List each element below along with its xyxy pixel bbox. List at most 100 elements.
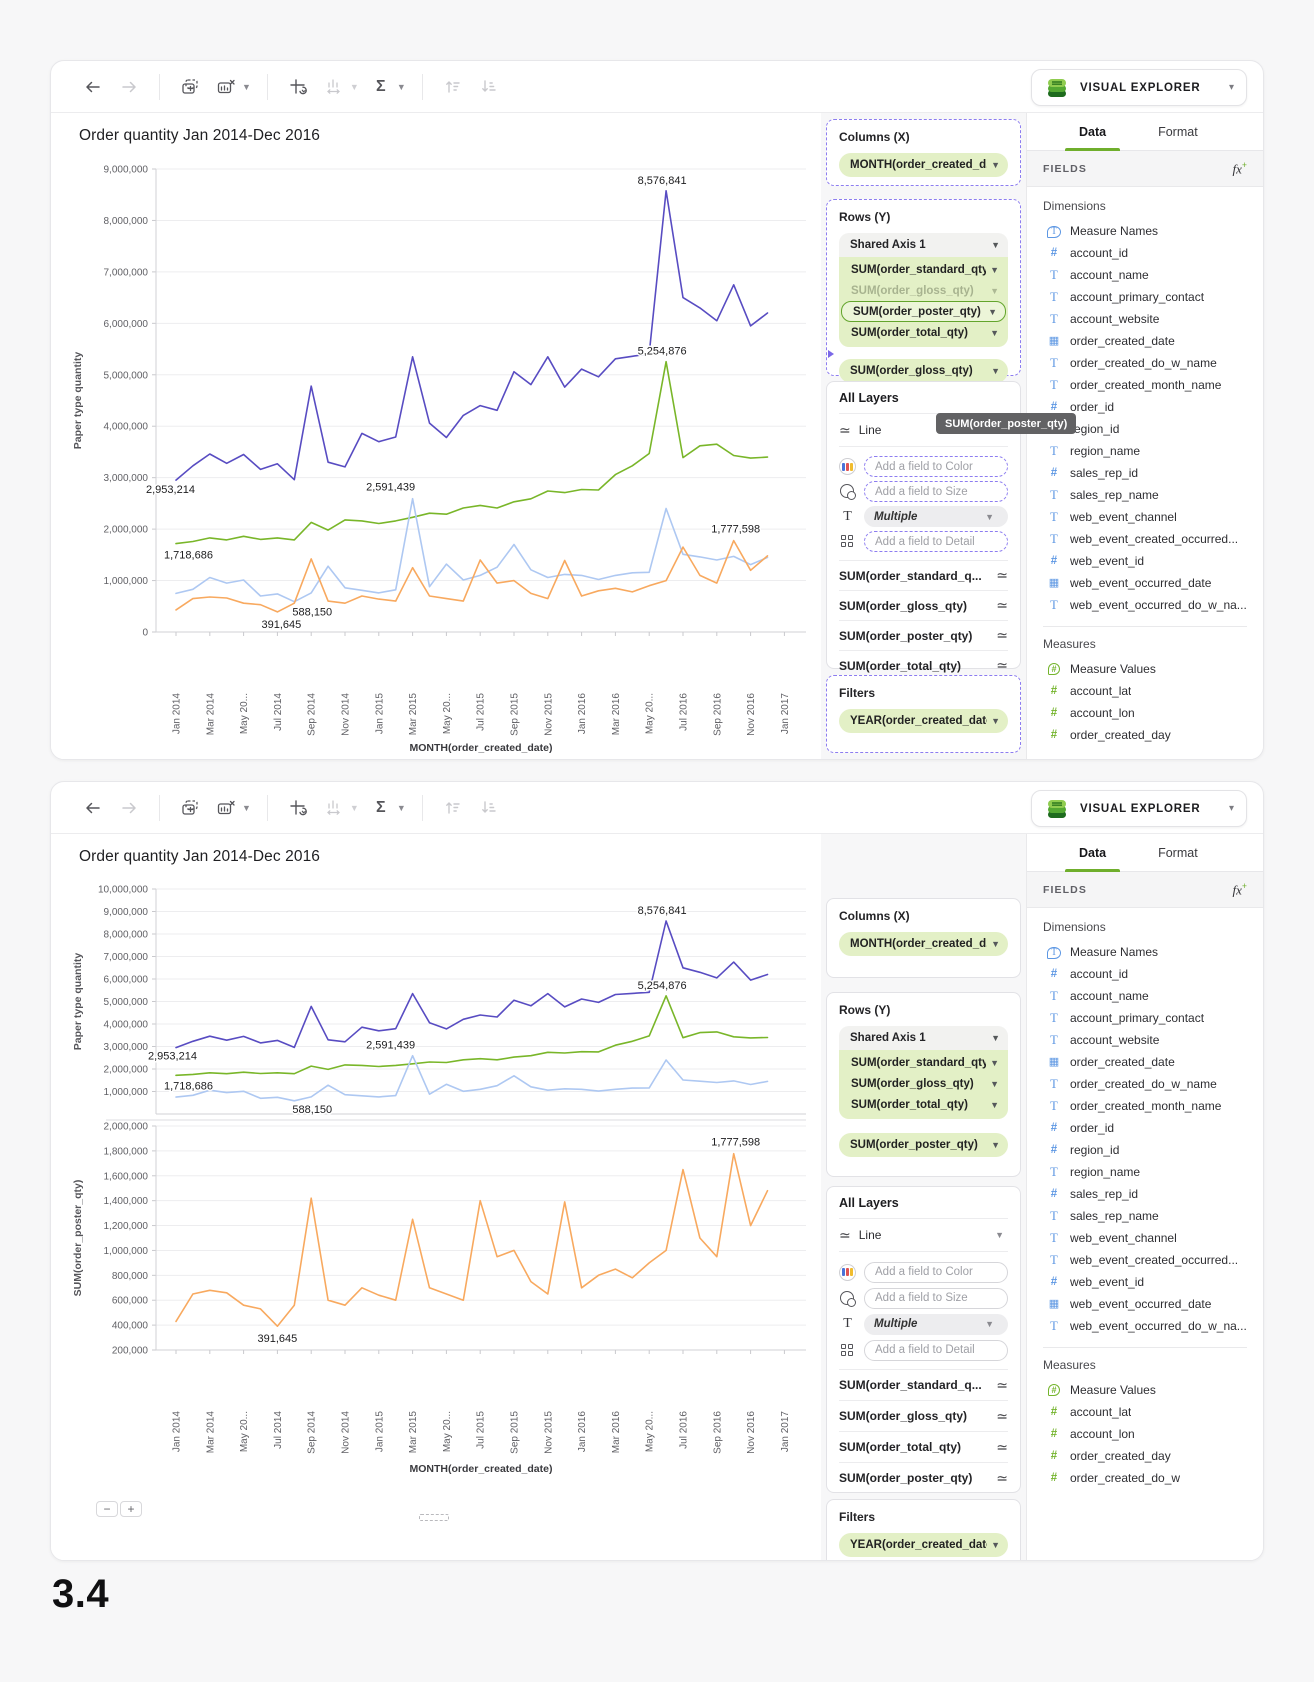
chevron-down-icon[interactable]: ▼ — [396, 81, 406, 92]
field-item[interactable]: web_event_id — [1043, 550, 1263, 572]
add-calculated-field-icon[interactable]: fx+ — [1232, 159, 1247, 177]
delete-chart-icon[interactable] — [211, 72, 241, 102]
layer-row[interactable]: SUM(order_total_qty) ≃ — [839, 650, 1008, 680]
field-pill-loose[interactable]: SUM(order_gloss_qty) ▼ — [839, 359, 1008, 383]
field-pill-month[interactable]: MONTH(order_created_d... ▼ — [839, 932, 1008, 956]
tab-data[interactable]: Data — [1064, 113, 1121, 151]
tab-format[interactable]: Format — [1158, 124, 1198, 139]
visual-explorer-menu-button[interactable]: VISUAL EXPLORER ▾ — [1031, 69, 1247, 106]
field-item[interactable]: web_event_occurred_do_w_na... — [1043, 594, 1263, 616]
field-pill[interactable]: SUM(order_gloss_qty) ▼ — [851, 1077, 999, 1090]
field-pill-loose[interactable]: SUM(order_poster_qty) ▼ — [839, 1133, 1008, 1157]
filter-pill-year[interactable]: YEAR(order_created_date) ▼ — [839, 709, 1008, 733]
field-item[interactable]: web_event_occurred_date — [1043, 572, 1263, 594]
layer-row[interactable]: SUM(order_total_qty) ≃ — [839, 1431, 1008, 1462]
text-field-pill[interactable]: Multiple ▼ — [864, 1313, 1008, 1335]
layer-row[interactable]: SUM(order_standard_q... ≃ — [839, 1369, 1008, 1400]
shared-axis-header[interactable]: Shared Axis 1 ▼ — [839, 1026, 1008, 1050]
size-field-drop[interactable]: Add a field to Size — [864, 481, 1008, 502]
field-item[interactable]: web_event_id — [1043, 1271, 1263, 1293]
chevron-down-icon[interactable]: ▼ — [396, 802, 406, 813]
zoom-in-button[interactable]: + — [120, 1501, 142, 1517]
field-item[interactable]: region_id — [1043, 1139, 1263, 1161]
field-item[interactable]: order_created_date — [1043, 330, 1263, 352]
tab-format[interactable]: Format — [1158, 845, 1198, 860]
field-item[interactable]: order_created_day — [1043, 1445, 1263, 1467]
mark-type-selector[interactable]: ≃ Line ▼ — [839, 1219, 1008, 1252]
field-item[interactable]: order_created_do_w_name — [1043, 1073, 1263, 1095]
field-item[interactable]: account_name — [1043, 264, 1263, 286]
field-item[interactable]: Measure Names — [1043, 220, 1263, 242]
field-item[interactable]: account_name — [1043, 985, 1263, 1007]
chevron-down-icon[interactable]: ▼ — [349, 802, 359, 813]
scroll-handle[interactable] — [419, 1514, 449, 1521]
field-item[interactable]: web_event_channel — [1043, 1227, 1263, 1249]
field-item[interactable]: web_event_occurred_date — [1043, 1293, 1263, 1315]
layer-row[interactable]: SUM(order_standard_q... ≃ — [839, 560, 1008, 590]
field-item[interactable]: account_id — [1043, 963, 1263, 985]
field-item[interactable]: Measure Names — [1043, 941, 1263, 963]
field-item[interactable]: order_id — [1043, 1117, 1263, 1139]
field-item[interactable]: Measure Values — [1043, 1379, 1263, 1401]
field-item[interactable]: order_created_date — [1043, 1051, 1263, 1073]
layer-row[interactable]: SUM(order_gloss_qty) ≃ — [839, 1400, 1008, 1431]
field-pill[interactable]: SUM(order_gloss_qty) ▼ — [851, 284, 999, 297]
shared-axis-header[interactable]: Shared Axis 1 ▼ — [839, 233, 1008, 257]
field-pill[interactable]: SUM(order_standard_qty) ▼ — [851, 263, 999, 276]
aggregate-sigma-icon[interactable]: Σ — [376, 798, 386, 816]
layer-row[interactable]: SUM(order_poster_qty) ≃ — [839, 620, 1008, 650]
chevron-down-icon[interactable]: ▼ — [242, 802, 251, 813]
field-item[interactable]: web_event_occurred_do_w_na... — [1043, 1315, 1263, 1337]
field-item[interactable]: order_created_do_w — [1043, 1467, 1263, 1489]
aggregate-sigma-icon[interactable]: Σ — [376, 77, 386, 95]
forward-arrow-icon[interactable] — [114, 72, 144, 102]
field-item[interactable]: sales_rep_name — [1043, 484, 1263, 506]
field-item[interactable]: account_lat — [1043, 680, 1263, 702]
size-field-drop[interactable]: Add a field to Size — [864, 1287, 1008, 1309]
field-item[interactable]: region_name — [1043, 1161, 1263, 1183]
field-item[interactable]: order_created_month_name — [1043, 1095, 1263, 1117]
add-calculated-field-icon[interactable]: fx+ — [1232, 880, 1247, 898]
sort-ascending-icon[interactable] — [438, 793, 468, 823]
forward-arrow-icon[interactable] — [114, 793, 144, 823]
text-field-pill[interactable]: Multiple ▼ — [864, 506, 1008, 527]
field-item[interactable]: sales_rep_id — [1043, 1183, 1263, 1205]
sort-descending-icon[interactable] — [474, 793, 504, 823]
delete-chart-icon[interactable] — [211, 793, 241, 823]
field-pill[interactable]: SUM(order_poster_qty) ▼ — [841, 301, 1006, 322]
field-item[interactable]: sales_rep_id — [1043, 462, 1263, 484]
field-pill[interactable]: SUM(order_standard_qty) ▼ — [851, 1056, 999, 1069]
duplicate-chart-icon[interactable] — [175, 72, 205, 102]
field-item[interactable]: sales_rep_name — [1043, 1205, 1263, 1227]
detail-field-drop[interactable]: Add a field to Detail — [864, 531, 1008, 552]
field-item[interactable]: region_id — [1043, 418, 1263, 440]
field-item[interactable]: web_event_channel — [1043, 506, 1263, 528]
order-quantity-dual-line-chart[interactable]: 1,000,000 2,000,000 3,000,000 4,000,000 5,00… — [51, 872, 821, 1482]
color-field-drop[interactable]: Add a field to Color — [864, 1261, 1008, 1283]
color-field-drop[interactable]: Add a field to Color — [864, 456, 1008, 477]
chevron-down-icon[interactable]: ▼ — [349, 81, 359, 92]
field-pill-month[interactable]: MONTH(order_created_d... ▼ — [839, 153, 1008, 177]
bar-resize-icon[interactable] — [319, 72, 349, 102]
swap-axes-icon[interactable] — [283, 72, 313, 102]
field-item[interactable]: Measure Values — [1043, 658, 1263, 680]
sort-descending-icon[interactable] — [474, 72, 504, 102]
field-item[interactable]: account_website — [1043, 1029, 1263, 1051]
back-arrow-icon[interactable] — [78, 72, 108, 102]
field-item[interactable]: account_primary_contact — [1043, 286, 1263, 308]
zoom-out-button[interactable]: − — [96, 1501, 118, 1517]
order-quantity-line-chart[interactable]: 0 1,000,000 2,000,000 3,000,000 4,000,000 5,0… — [51, 151, 821, 760]
duplicate-chart-icon[interactable] — [175, 793, 205, 823]
field-item[interactable]: web_event_created_occurred... — [1043, 1249, 1263, 1271]
sort-ascending-icon[interactable] — [438, 72, 468, 102]
field-item[interactable]: account_lon — [1043, 1423, 1263, 1445]
field-item[interactable]: order_created_month_name — [1043, 374, 1263, 396]
mark-type-selector[interactable]: ≃ Line ▼ — [839, 414, 1008, 447]
swap-axes-icon[interactable] — [283, 793, 313, 823]
field-item[interactable]: web_event_created_occurred... — [1043, 528, 1263, 550]
field-pill[interactable]: SUM(order_total_qty) ▼ — [851, 1098, 999, 1111]
tab-data[interactable]: Data — [1064, 834, 1121, 872]
bar-resize-icon[interactable] — [319, 793, 349, 823]
layer-row[interactable]: SUM(order_gloss_qty) ≃ — [839, 590, 1008, 620]
field-item[interactable]: account_website — [1043, 308, 1263, 330]
